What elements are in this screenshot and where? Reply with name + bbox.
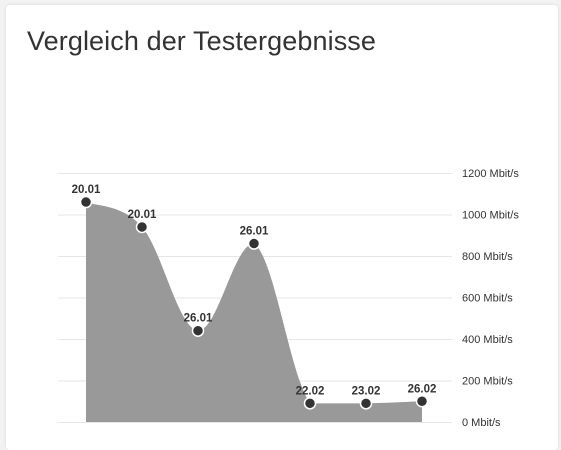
data-point[interactable] — [135, 220, 149, 234]
data-point[interactable] — [359, 397, 373, 410]
data-label: 26.01 — [184, 313, 213, 325]
data-point[interactable] — [303, 397, 317, 410]
data-points — [79, 195, 429, 410]
y-tick-label: 0 Mbit/s — [462, 417, 501, 429]
chart-title: Vergleich der Testergebnisse — [27, 26, 377, 56]
data-point[interactable] — [79, 195, 93, 209]
data-label: 26.02 — [408, 383, 437, 395]
data-label: 20.01 — [72, 184, 101, 196]
y-tick-label: 1200 Mbit/s — [462, 168, 519, 180]
data-label: 22.02 — [296, 385, 325, 397]
area-fill — [86, 202, 422, 422]
data-point[interactable] — [247, 237, 261, 250]
data-labels: 20.01 20.01 26.01 26.01 22.02 23.02 26.02 — [72, 184, 437, 397]
y-tick-label: 800 Mbit/s — [462, 251, 513, 263]
y-tick-label: 400 Mbit/s — [462, 334, 513, 346]
y-tick-label: 1000 Mbit/s — [462, 210, 519, 222]
data-label: 20.01 — [128, 209, 157, 221]
y-tick-label: 600 Mbit/s — [462, 293, 513, 305]
data-point[interactable] — [191, 324, 205, 337]
data-point[interactable] — [415, 395, 429, 408]
data-label: 26.01 — [240, 226, 269, 238]
y-axis-labels: 0 Mbit/s 200 Mbit/s 400 Mbit/s 600 Mbit/s 80… — [462, 168, 519, 429]
area-series — [86, 202, 422, 422]
y-tick-label: 200 Mbit/s — [462, 376, 513, 388]
data-label: 23.02 — [352, 385, 381, 397]
